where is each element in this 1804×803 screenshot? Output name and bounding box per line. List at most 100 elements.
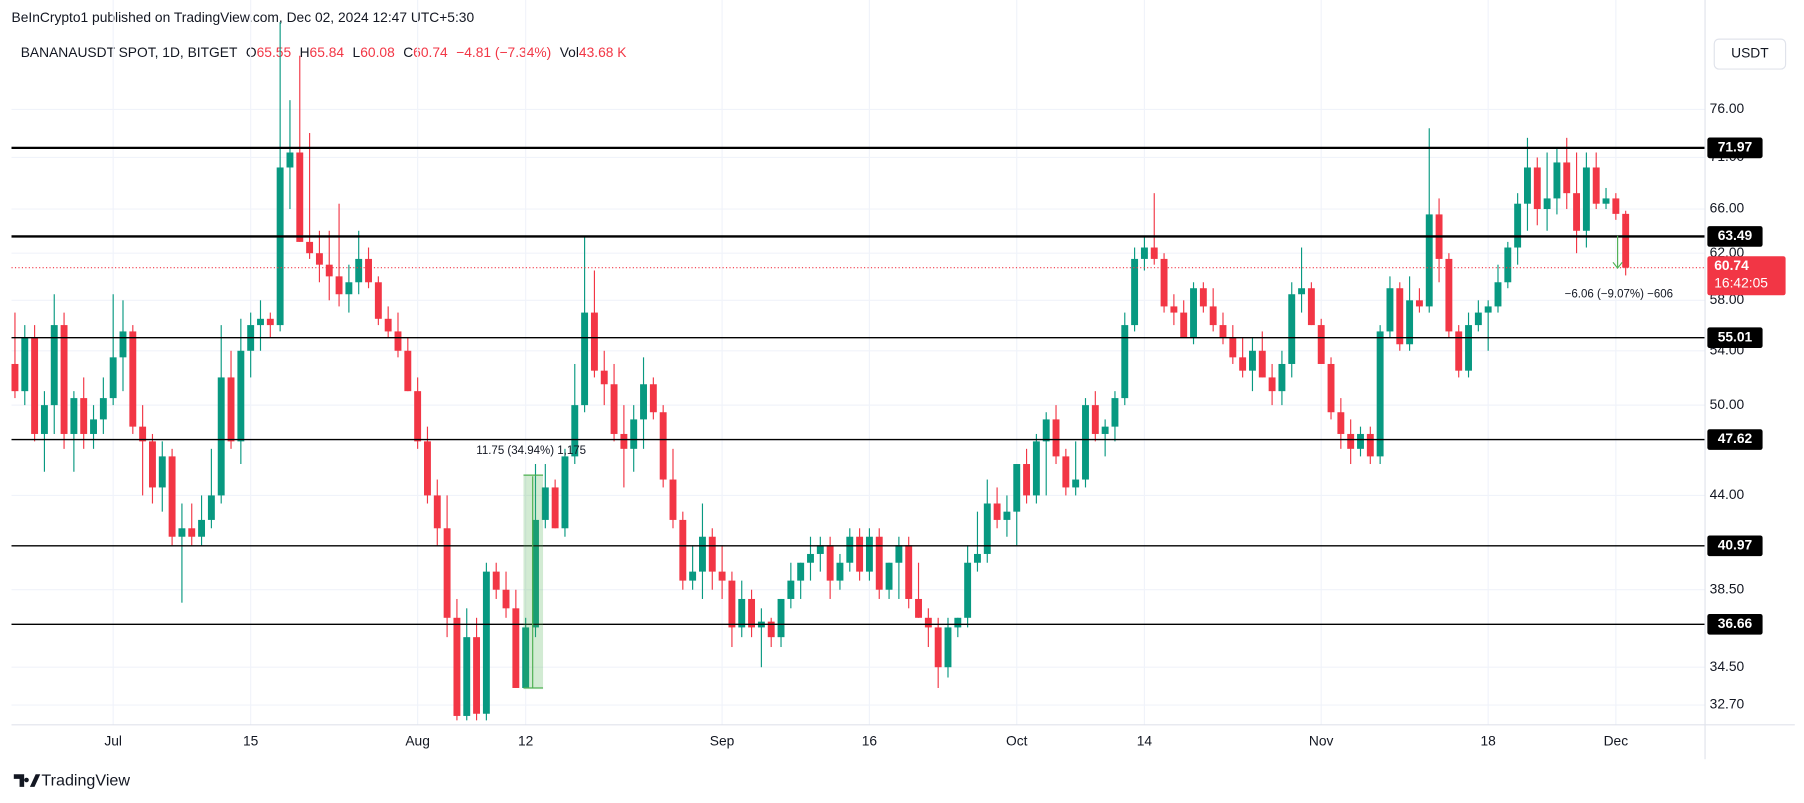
candle-body xyxy=(1415,300,1423,307)
candle-body xyxy=(1386,288,1394,332)
candle-body xyxy=(1042,419,1050,442)
x-tick-label: Dec xyxy=(1604,734,1629,749)
candle-body xyxy=(1180,312,1188,338)
candle-body xyxy=(227,377,235,442)
candle-body xyxy=(394,331,402,351)
candle-body xyxy=(551,487,559,529)
candle-body xyxy=(217,377,225,496)
level-label: 63.49 xyxy=(1718,228,1753,243)
candle-body xyxy=(188,528,196,537)
x-tick-label: 14 xyxy=(1137,734,1153,749)
candle-body xyxy=(1239,357,1247,371)
candle-body xyxy=(1023,464,1031,496)
candle-body xyxy=(1602,198,1610,204)
candle-body xyxy=(1592,167,1600,204)
candle-body xyxy=(1121,325,1129,399)
candle-body xyxy=(1307,288,1315,326)
candle-body xyxy=(414,391,422,442)
candle-body xyxy=(1543,198,1551,210)
candle-body xyxy=(1445,258,1453,332)
candle-body xyxy=(1406,300,1414,345)
candle-body xyxy=(404,350,412,392)
level-label: 40.97 xyxy=(1718,537,1753,552)
candle-body xyxy=(1052,419,1060,457)
candle-body xyxy=(865,536,873,572)
candle-body xyxy=(885,562,893,590)
candle-body xyxy=(895,545,903,563)
candle-body xyxy=(974,553,981,563)
candle-body xyxy=(1455,331,1463,371)
candle-body xyxy=(433,495,441,529)
candle-body xyxy=(738,598,746,628)
candle-body xyxy=(1082,405,1089,480)
x-tick-label: Jul xyxy=(104,734,122,749)
candle-body xyxy=(826,545,834,581)
candle-body xyxy=(522,627,530,688)
candle-body xyxy=(207,495,215,520)
candle-body xyxy=(50,325,58,406)
candle-body xyxy=(1582,167,1590,231)
legend-label: O xyxy=(246,45,257,60)
currency-button[interactable] xyxy=(1713,38,1787,70)
currency[interactable]: USDT xyxy=(1731,46,1769,61)
candle-body xyxy=(1160,258,1168,307)
candle-body xyxy=(1524,167,1531,204)
x-tick-label: Nov xyxy=(1309,734,1334,749)
x-tick-label: Aug xyxy=(405,734,430,749)
candle-body xyxy=(109,357,117,399)
candle-body xyxy=(699,536,706,572)
x-tick-label: 16 xyxy=(862,734,878,749)
candle-body xyxy=(1131,258,1139,326)
candle-body xyxy=(325,264,333,277)
candle-body xyxy=(1199,288,1207,307)
candle-body xyxy=(954,617,962,628)
footer: TradingView xyxy=(41,771,130,789)
candle-body xyxy=(1258,350,1266,378)
candle-body xyxy=(178,528,186,537)
legend-label: C xyxy=(403,45,413,60)
candle-body xyxy=(1003,511,1011,520)
candle-body xyxy=(1209,306,1217,326)
candle-body xyxy=(581,312,589,406)
y-tick-label: 34.50 xyxy=(1710,659,1745,674)
y-tick-label: 32.70 xyxy=(1710,697,1745,712)
candle-body xyxy=(119,331,127,358)
candle-body xyxy=(787,580,795,599)
candle-body xyxy=(797,562,805,581)
candle-body xyxy=(70,398,78,434)
candle-body xyxy=(158,456,166,488)
candle-body xyxy=(600,370,608,385)
candle-body xyxy=(11,363,19,392)
level-label-box xyxy=(1707,226,1763,247)
candle-body xyxy=(767,621,775,638)
candle-body xyxy=(21,337,29,392)
measure-head xyxy=(1612,261,1623,269)
candle-body xyxy=(1170,306,1178,313)
candle-body xyxy=(1425,214,1433,307)
candle-body xyxy=(610,384,618,434)
candle-body xyxy=(335,276,343,295)
candle-body xyxy=(149,441,156,488)
candle-body xyxy=(944,627,952,668)
candle-body xyxy=(924,617,932,628)
level-label: 71.97 xyxy=(1718,140,1753,155)
candle-body xyxy=(1327,363,1335,413)
candle-body xyxy=(1347,433,1355,449)
level-label: 36.66 xyxy=(1718,616,1753,631)
candle-body xyxy=(1229,337,1237,358)
candle-body xyxy=(679,519,687,581)
candle-body xyxy=(1298,288,1306,295)
x-tick-label: 12 xyxy=(518,734,533,749)
y-tick-label: 50.00 xyxy=(1710,397,1745,412)
candle-body xyxy=(99,398,107,420)
candle-body xyxy=(1465,325,1472,371)
candle-body xyxy=(590,312,598,371)
candle-body xyxy=(649,384,657,413)
candle-body xyxy=(424,441,431,496)
candle-body xyxy=(1357,433,1364,449)
candle-body xyxy=(669,479,677,520)
axes: 32.7034.5038.5044.0047.6050.0054.0058.00… xyxy=(11,0,1795,760)
plot: 11.75 (34.94%) 1,175 −6.06 (−9.07%) −606 xyxy=(11,22,1706,721)
candle-body xyxy=(482,571,490,714)
